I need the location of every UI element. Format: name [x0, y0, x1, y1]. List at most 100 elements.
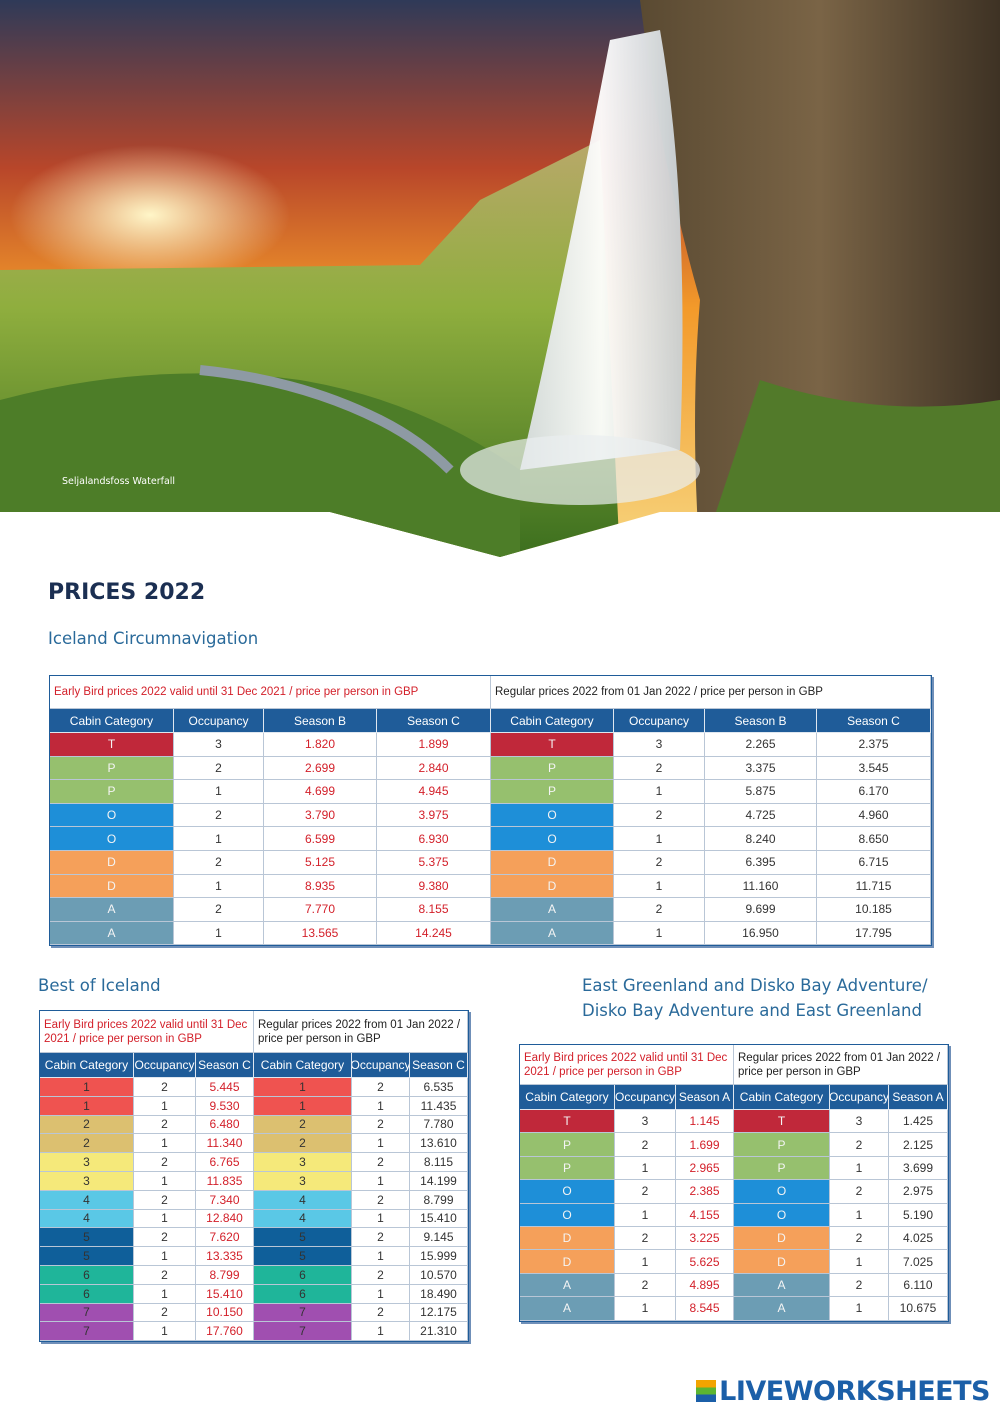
cabin-category: D: [734, 1250, 830, 1274]
table-cell: 5.125: [264, 851, 377, 875]
table-cell: 4.960: [817, 803, 931, 828]
price-table: Early Bird prices 2022 valid until 31 De…: [519, 1044, 949, 1322]
cabin-category: 7: [40, 1303, 134, 1323]
cabin-category: O: [520, 1203, 615, 1227]
table-cell: 1: [615, 1250, 676, 1274]
cabin-category: O: [50, 827, 174, 851]
table-cell: 2: [352, 1190, 410, 1210]
table-cell: 1: [614, 780, 705, 804]
column-header: Cabin Category: [520, 1085, 615, 1110]
table-cell: 1: [830, 1297, 889, 1321]
table-cell: 7.780: [410, 1115, 468, 1135]
cabin-category: D: [50, 851, 174, 875]
table-cell: 9.145: [410, 1228, 468, 1248]
cabin-category: P: [491, 780, 614, 804]
cabin-category: P: [520, 1156, 615, 1181]
table-cell: 5.625: [676, 1250, 734, 1274]
table-cell: 1: [174, 921, 264, 946]
table-cell: 13.335: [196, 1247, 254, 1266]
cabin-category: O: [50, 803, 174, 828]
column-header: Occupancy: [830, 1085, 889, 1110]
cabin-category: 7: [254, 1322, 352, 1342]
table-cell: 2: [352, 1228, 410, 1248]
cabin-category: 6: [254, 1266, 352, 1285]
cabin-category: A: [734, 1297, 830, 1321]
cabin-category: O: [734, 1203, 830, 1227]
column-header: Cabin Category: [254, 1053, 352, 1078]
table-cell: 1: [830, 1156, 889, 1181]
cabin-category: P: [734, 1133, 830, 1157]
table-cell: 1: [134, 1172, 196, 1191]
early-bird-caption: Early Bird prices 2022 valid until 31 De…: [520, 1045, 734, 1085]
table-cell: 9.380: [377, 874, 491, 899]
cabin-category: 3: [254, 1172, 352, 1191]
early-bird-caption: Early Bird prices 2022 valid until 31 De…: [50, 676, 491, 709]
cabin-category: D: [520, 1250, 615, 1274]
cabin-category: D: [734, 1227, 830, 1251]
column-header: Season A: [889, 1085, 948, 1110]
table-cell: 2: [174, 756, 264, 781]
table-cell: 2: [614, 756, 705, 781]
column-header: Occupancy: [174, 709, 264, 733]
cabin-category: O: [491, 827, 614, 851]
cabin-category: P: [50, 756, 174, 781]
cabin-category: 4: [40, 1190, 134, 1210]
table-cell: 2.385: [676, 1180, 734, 1204]
regular-caption: Regular prices 2022 from 01 Jan 2022 / p…: [254, 1011, 468, 1053]
table-cell: 2.375: [817, 733, 931, 757]
table-cell: 2: [614, 898, 705, 922]
table-cell: 6.395: [705, 851, 817, 875]
section-title: Best of Iceland: [38, 976, 161, 995]
cabin-category: 1: [254, 1078, 352, 1097]
column-header: Cabin Category: [491, 709, 614, 733]
table-cell: 1: [615, 1156, 676, 1181]
table-cell: 1.699: [676, 1133, 734, 1157]
table-cell: 4.945: [377, 780, 491, 804]
table-cell: 18.490: [410, 1284, 468, 1304]
table-cell: 9.699: [705, 898, 817, 922]
price-table: Early Bird prices 2022 valid until 31 De…: [49, 675, 932, 947]
table-cell: 1: [174, 874, 264, 899]
table-cell: 1: [352, 1322, 410, 1342]
cabin-category: 2: [40, 1115, 134, 1135]
table-cell: 10.150: [196, 1303, 254, 1323]
table-cell: 1: [174, 827, 264, 851]
cabin-category: 2: [254, 1134, 352, 1154]
cabin-category: O: [734, 1180, 830, 1204]
photo-caption: Seljalandsfoss Waterfall: [62, 476, 176, 487]
table-cell: 2: [134, 1266, 196, 1285]
table-cell: 4.155: [676, 1203, 734, 1227]
table-cell: 1: [134, 1134, 196, 1154]
table-cell: 2.975: [889, 1180, 948, 1204]
table-cell: 3.975: [377, 803, 491, 828]
table-cell: 2.840: [377, 756, 491, 781]
logo-icon: [696, 1380, 717, 1402]
cabin-category: 1: [254, 1096, 352, 1116]
table-cell: 15.410: [196, 1284, 254, 1304]
table-cell: 6.110: [889, 1273, 948, 1298]
table-cell: 2: [352, 1153, 410, 1172]
price-table: Early Bird prices 2022 valid until 31 De…: [39, 1010, 469, 1343]
table-cell: 2: [134, 1078, 196, 1097]
table-cell: 21.310: [410, 1322, 468, 1342]
cabin-category: A: [50, 898, 174, 922]
table-cell: 5.375: [377, 851, 491, 875]
section-title: East Greenland and Disko Bay Adventure/: [582, 976, 928, 995]
cabin-category: A: [520, 1273, 615, 1298]
cabin-category: 3: [254, 1153, 352, 1172]
table-cell: 8.799: [410, 1190, 468, 1210]
table-cell: 6.765: [196, 1153, 254, 1172]
table-cell: 11.715: [817, 874, 931, 899]
cabin-category: A: [491, 898, 614, 922]
cabin-category: T: [520, 1110, 615, 1134]
cabin-category: D: [520, 1227, 615, 1251]
table-cell: 8.240: [705, 827, 817, 851]
regular-caption: Regular prices 2022 from 01 Jan 2022 / p…: [491, 676, 931, 709]
table-cell: 1: [134, 1096, 196, 1116]
table-cell: 8.935: [264, 874, 377, 899]
table-cell: 5.190: [889, 1203, 948, 1227]
cabin-category: A: [50, 921, 174, 946]
column-header: Cabin Category: [734, 1085, 830, 1110]
cabin-category: O: [520, 1180, 615, 1204]
